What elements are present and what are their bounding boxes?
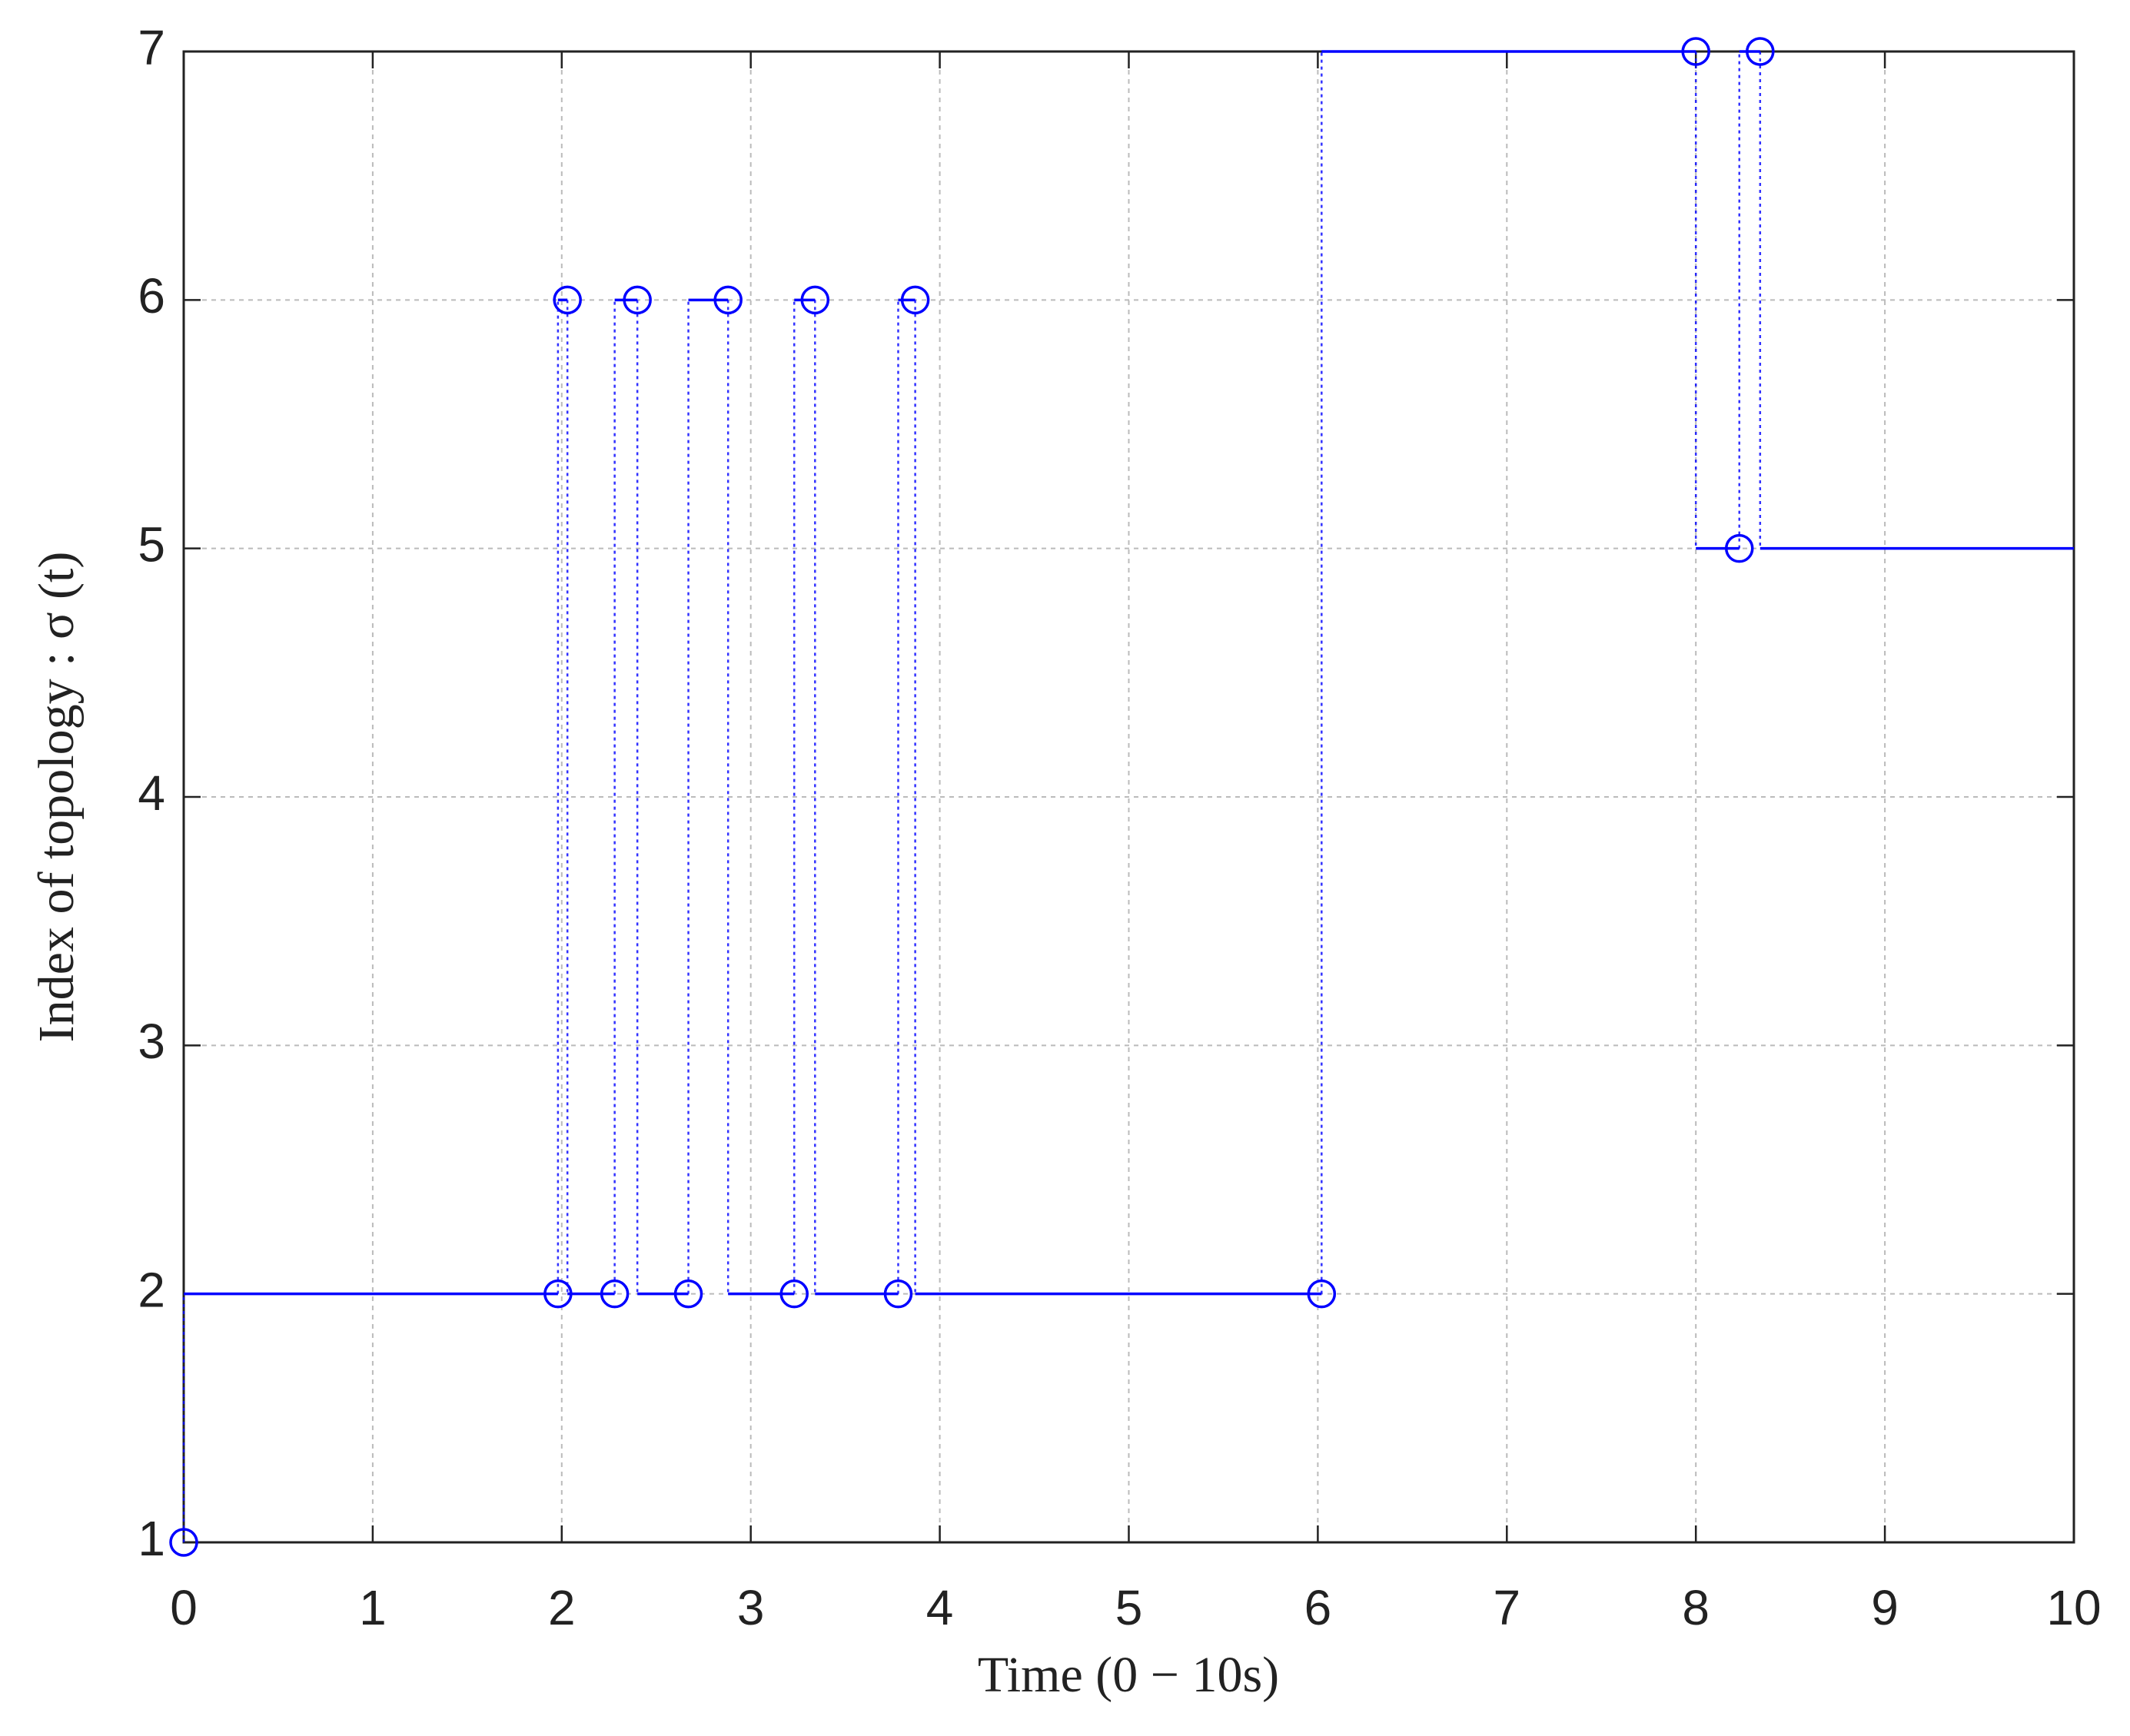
- y-axis-label: Index of topology : σ (t): [28, 552, 85, 1043]
- y-tick-label: 2: [138, 1263, 165, 1318]
- y-tick-label: 1: [138, 1511, 165, 1566]
- switch-marker: [1725, 533, 1754, 563]
- x-tick-label: 8: [1682, 1580, 1710, 1635]
- switch-marker: [673, 1279, 703, 1309]
- y-tick-label: 6: [138, 268, 165, 324]
- switch-marker: [623, 285, 652, 315]
- x-tick-label: 1: [359, 1580, 387, 1635]
- switch-marker: [1681, 37, 1710, 66]
- switch-marker: [713, 285, 743, 315]
- switch-marker: [800, 285, 830, 315]
- x-axis-label: Time (0 − 10s): [978, 1647, 1279, 1703]
- switch-marker: [600, 1279, 630, 1309]
- x-tick-label: 0: [170, 1580, 198, 1635]
- switch-marker: [553, 285, 582, 315]
- switch-marker: [900, 285, 930, 315]
- switch-marker: [1746, 37, 1775, 66]
- x-tick-label: 4: [926, 1580, 954, 1635]
- x-tick-label: 2: [548, 1580, 576, 1635]
- switch-marker: [1307, 1279, 1337, 1309]
- switch-marker: [169, 1528, 198, 1557]
- switch-marker: [883, 1279, 913, 1309]
- y-tick-label: 4: [138, 765, 165, 821]
- x-tick-label: 3: [737, 1580, 765, 1635]
- x-tick-label: 6: [1304, 1580, 1332, 1635]
- y-tick-label: 7: [138, 20, 165, 75]
- x-tick-label: 7: [1494, 1580, 1521, 1635]
- y-tick-label: 3: [138, 1014, 165, 1069]
- x-tick-label: 5: [1115, 1580, 1143, 1635]
- y-tick-label: 5: [138, 517, 165, 573]
- x-tick-label: 10: [2046, 1580, 2101, 1635]
- plot-frame: [182, 50, 2075, 1544]
- x-tick-label: 9: [1871, 1580, 1899, 1635]
- switch-marker: [779, 1279, 809, 1309]
